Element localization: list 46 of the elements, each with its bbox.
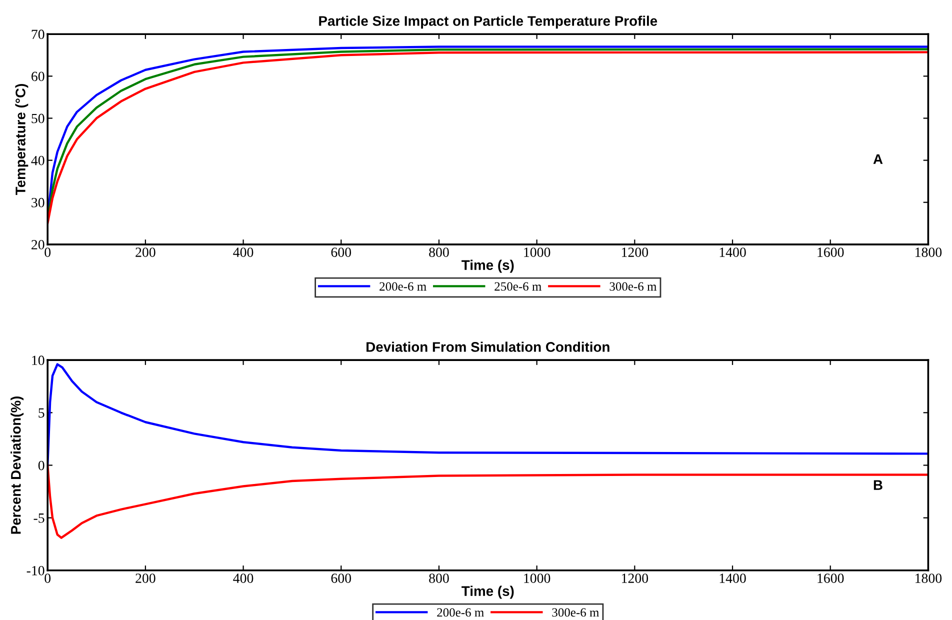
line-series xyxy=(48,464,928,539)
x-tick-label: 600 xyxy=(331,248,352,257)
y-tick-label: 40 xyxy=(31,156,44,166)
legend-label: 250e-6 m xyxy=(494,282,542,291)
legend-label: 200e-6 m xyxy=(380,282,426,291)
legend-label: 300e-6 m xyxy=(610,282,657,291)
y-tick-label: 5 xyxy=(38,408,44,418)
chart-title: Deviation From Simulation Condition xyxy=(366,342,610,352)
y-tick-label: 50 xyxy=(32,114,44,124)
x-tick-label: 200 xyxy=(136,248,156,257)
x-tick-label: 1000 xyxy=(524,574,550,583)
y-tick-label: -5 xyxy=(34,514,44,523)
line-series xyxy=(48,363,928,466)
x-tick-label: 1600 xyxy=(818,574,844,583)
y-tick-label: 30 xyxy=(32,198,44,208)
x-tick-label: 1400 xyxy=(720,574,746,583)
x-tick-label: 200 xyxy=(136,574,156,583)
y-tick-label: -10 xyxy=(26,566,44,576)
x-tick-label: 0 xyxy=(44,574,51,583)
x-axis-title: Time (s) xyxy=(462,586,514,599)
chart-title: Particle Size Impact on Particle Temperature Profile xyxy=(319,16,658,29)
x-tick-label: 600 xyxy=(331,574,352,583)
y-tick-label: 70 xyxy=(32,30,44,40)
x-tick-label: 800 xyxy=(429,574,449,583)
x-tick-label: 0 xyxy=(44,248,51,257)
annotation: A xyxy=(873,154,883,164)
x-axis-title: Time (s) xyxy=(462,260,514,273)
x-tick-label: 400 xyxy=(233,574,254,583)
x-tick-label: 1200 xyxy=(622,248,648,257)
y-tick-label: 20 xyxy=(32,240,44,250)
y-tick-label: 10 xyxy=(32,356,44,366)
legend-label: 300e-6 m xyxy=(552,608,600,617)
x-tick-label: 400 xyxy=(233,248,254,257)
annotation: B xyxy=(874,480,882,490)
y-axis-title: Temperature (°C) xyxy=(15,84,28,195)
x-tick-label: 1800 xyxy=(916,248,942,257)
x-tick-label: 1600 xyxy=(818,248,844,257)
x-tick-label: 1200 xyxy=(622,574,648,583)
x-tick-label: 800 xyxy=(429,248,449,257)
x-tick-label: 1400 xyxy=(720,248,746,257)
legend-label: 200e-6 m xyxy=(437,608,484,617)
y-tick-label: 0 xyxy=(38,460,44,470)
y-tick-label: 60 xyxy=(32,72,44,82)
x-tick-label: 1000 xyxy=(524,248,550,257)
y-axis-title: Percent Deviation(%) xyxy=(10,396,24,534)
x-tick-label: 1800 xyxy=(916,574,942,583)
